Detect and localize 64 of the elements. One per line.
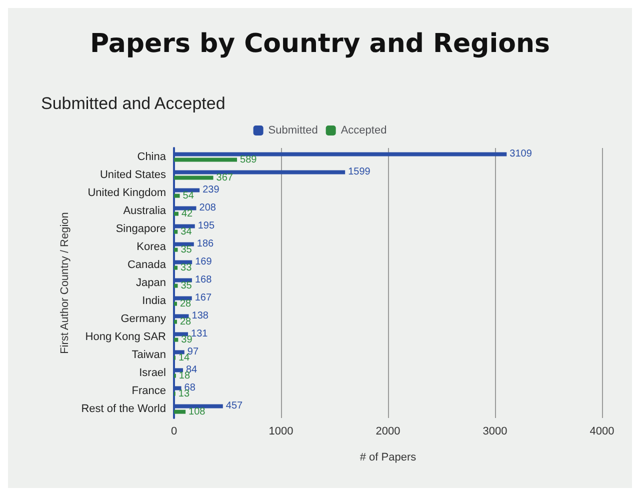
bar (174, 248, 178, 252)
data-label: 13 (178, 388, 190, 400)
y-tick-label: Israel (139, 367, 166, 379)
chart-title: Papers by Country and Regions (90, 29, 550, 59)
y-tick-label: Hong Kong SAR (85, 331, 166, 343)
data-label: 138 (192, 310, 209, 322)
x-axis-title: # of Papers (360, 452, 417, 464)
bar (174, 158, 238, 162)
x-tick-label: 1000 (268, 426, 294, 438)
y-tick-label: Australia (123, 205, 167, 217)
y-tick-label: United Kingdom (88, 187, 166, 199)
data-label: 168 (194, 274, 212, 286)
y-tick-label: United States (100, 169, 166, 181)
data-label: 28 (180, 298, 192, 310)
bar (174, 410, 186, 414)
x-tick-label: 0 (170, 426, 178, 438)
data-label: 1599 (348, 166, 371, 178)
data-label: 589 (240, 154, 258, 166)
bar (174, 194, 180, 198)
x-tick-label: 2000 (376, 426, 400, 438)
y-axis-title: First Author Country / Region (58, 212, 71, 354)
data-label: 33 (180, 262, 192, 274)
legend-label: Accepted (340, 124, 387, 136)
y-tick-label: Canada (127, 259, 167, 271)
chart-subtitle: Submitted and Accepted (41, 94, 226, 113)
bar (174, 320, 177, 324)
data-label: 28 (180, 316, 192, 328)
bar (174, 212, 178, 216)
y-tick-label: China (137, 151, 167, 163)
data-label: 54 (182, 190, 194, 202)
y-tick-label: France (132, 385, 166, 397)
x-tick-label: 3000 (482, 426, 508, 438)
bar (174, 266, 178, 270)
data-label: 186 (196, 238, 214, 250)
y-tick-label: Taiwan (132, 349, 166, 361)
bar (174, 176, 214, 180)
y-tick-label: Germany (120, 313, 166, 325)
bar (174, 230, 178, 234)
data-label: 35 (180, 280, 192, 292)
bar (174, 302, 177, 306)
data-label: 18 (178, 370, 190, 382)
data-label: 42 (181, 208, 194, 220)
data-label: 167 (194, 292, 212, 304)
x-tick-label: 4000 (590, 426, 614, 438)
data-label: 35 (180, 244, 192, 256)
data-label: 457 (226, 400, 244, 412)
y-tick-label: Singapore (116, 223, 166, 235)
y-tick-label: India (142, 295, 167, 307)
data-label: 3109 (510, 148, 532, 160)
data-label: 39 (181, 334, 193, 346)
data-label: 239 (202, 184, 220, 196)
data-label: 367 (216, 172, 234, 184)
y-tick-label: Japan (136, 277, 166, 289)
data-label: 195 (198, 220, 215, 232)
y-tick-label: Rest of the World (81, 403, 166, 415)
y-tick-label: Korea (136, 241, 167, 253)
data-label: 34 (180, 226, 192, 238)
data-label: 208 (199, 202, 216, 214)
legend-label: Submitted (268, 124, 318, 136)
data-label: 169 (195, 256, 212, 268)
bar (174, 338, 178, 342)
data-label: 131 (191, 328, 208, 340)
bar (174, 284, 178, 288)
data-label: 108 (188, 406, 206, 418)
